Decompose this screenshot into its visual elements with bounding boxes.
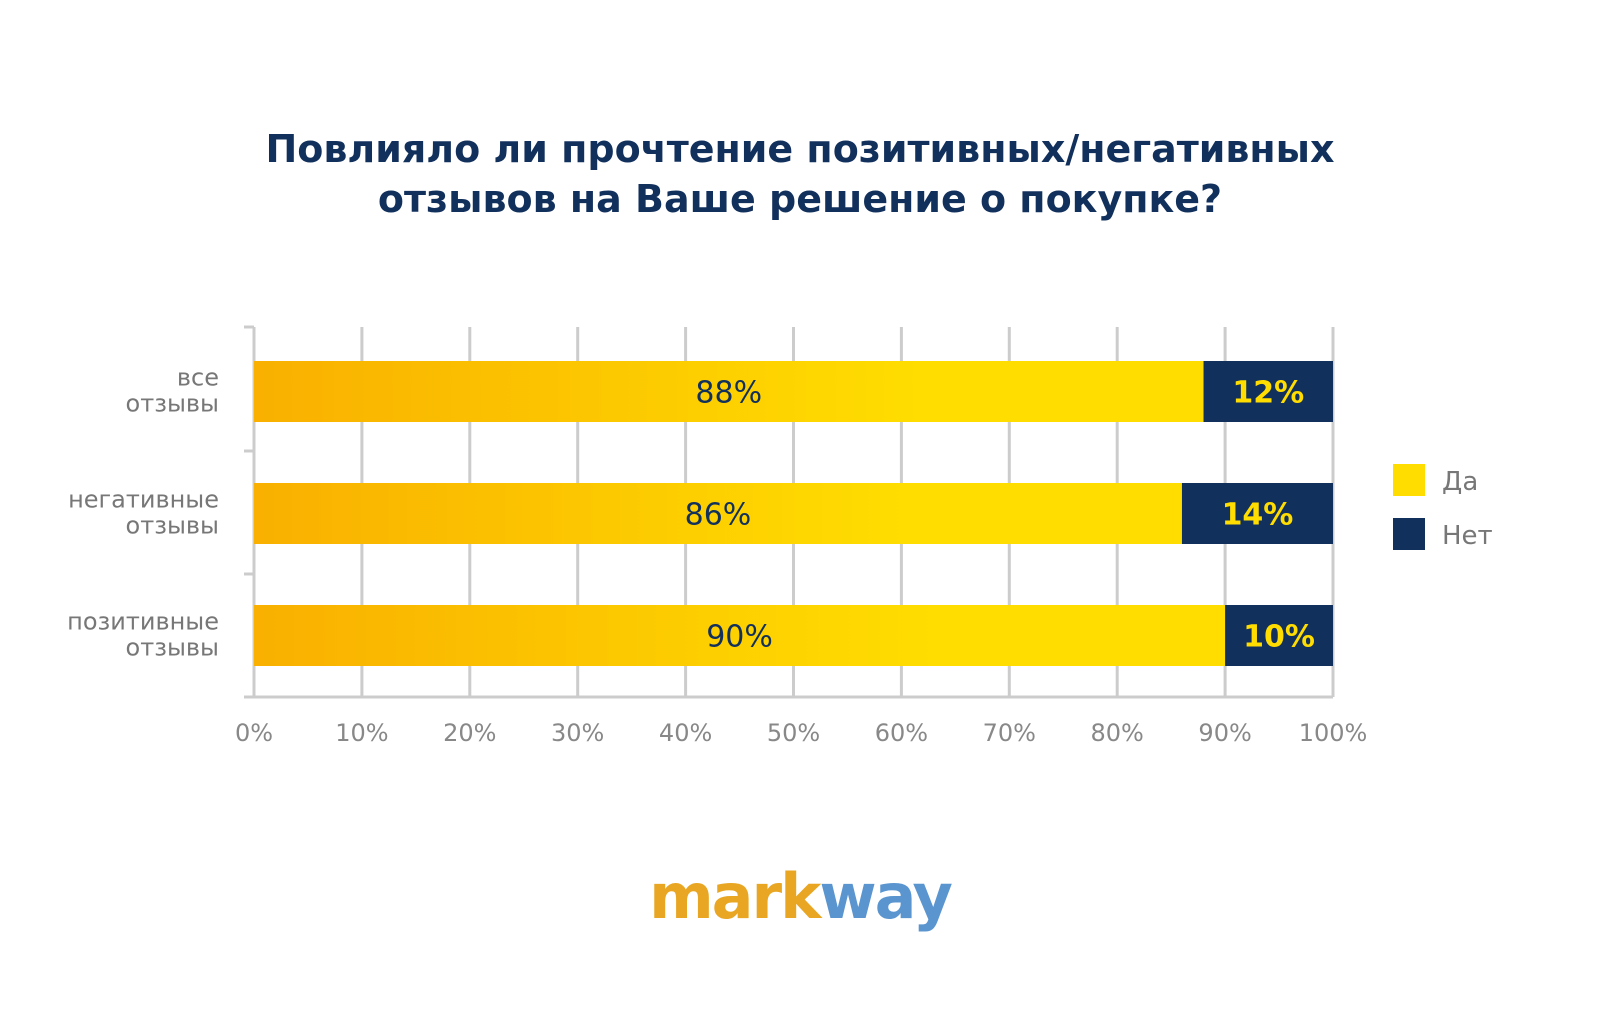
data-label-da-2: 90% [706,620,773,655]
bar-labels: 88% 12% 86% 14% 90% 10% [685,376,1315,655]
bar-da-2 [254,605,1226,666]
markway-logo: markway [0,862,1600,932]
bar-net-1 [1181,483,1333,544]
category-label-line: негативные [68,486,219,514]
data-label-da-0: 88% [695,376,762,411]
bar-da-1 [254,483,1182,544]
x-tick-label-5: 50% [767,719,820,747]
bar-da-0 [254,361,1204,422]
bar-net-2 [1225,605,1333,666]
legend: Да Нет [1393,464,1493,551]
x-tick-label-6: 60% [875,719,928,747]
category-label-line: отзывы [126,634,219,662]
category-label-1: негативные отзывы [68,486,219,540]
x-tick-label-0: 0% [235,719,273,747]
category-label-2: позитивные отзывы [67,608,219,662]
x-tick-label-2: 20% [443,719,496,747]
legend-swatch-1 [1393,518,1425,550]
chart-title-line-1: Повлияло ли прочтение позитивных/негатив… [265,127,1335,171]
x-tick-labels: 0% 10% 20% 30% 40% 50% 60% 70% 80% 90% 100% [235,719,1367,747]
chart-title-line-2: отзывов на Ваше решение о покупке? [377,177,1223,221]
bar-net-0 [1203,361,1333,422]
x-tick-label-4: 40% [659,719,712,747]
data-label-da-1: 86% [685,498,752,533]
x-tick-label-3: 30% [551,719,604,747]
logo-text-mark: mark [649,860,821,933]
x-tick-label-7: 70% [983,719,1036,747]
data-label-net-0: 12% [1232,376,1304,411]
logo-text-way: way [819,860,953,933]
bars [254,361,1333,666]
data-label-net-2: 10% [1243,620,1315,655]
legend-label-1: Нет [1442,521,1493,551]
data-label-net-1: 14% [1222,498,1294,533]
category-label-line: все [177,364,219,392]
legend-label-0: Да [1442,467,1478,497]
legend-swatch-0 [1393,464,1425,496]
chart-title: Повлияло ли прочтение позитивных/негатив… [0,124,1600,224]
category-label-line: отзывы [126,512,219,540]
category-label-line: позитивные [67,608,219,636]
category-label-line: отзывы [126,390,219,418]
x-tick-label-9: 90% [1198,719,1251,747]
x-tick-label-1: 10% [335,719,388,747]
x-tick-label-8: 80% [1091,719,1144,747]
x-tick-label-10: 100% [1299,719,1368,747]
category-label-0: все отзывы [126,364,219,418]
